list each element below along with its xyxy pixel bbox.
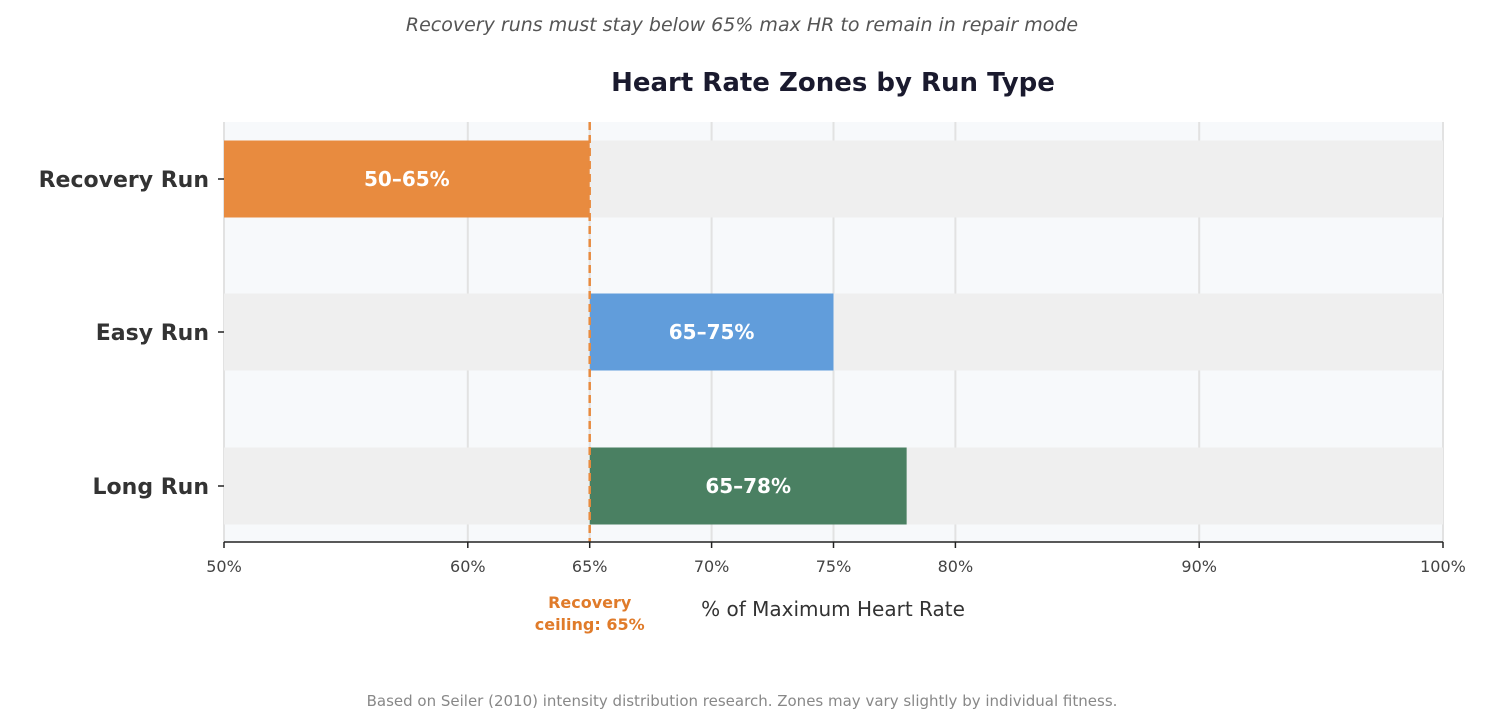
x-axis-label: % of Maximum Heart Rate [701,597,965,621]
footnote: Based on Seiler (2010) intensity distrib… [367,692,1118,710]
x-tick-label: 60% [450,557,486,576]
x-tick-label: 70% [694,557,730,576]
bar-value-label: 50–65% [364,167,450,191]
bars: 50–65% 65–75% 65–78% [224,140,907,525]
x-axis: 50% 60% 65% 70% 75% 80% 90% 100% [206,541,1466,576]
x-tick-label: 80% [938,557,974,576]
x-tick-label: 90% [1181,557,1217,576]
bar [224,140,590,218]
category-label: Recovery Run [39,168,209,193]
category-label: Long Run [93,475,209,500]
y-axis: Recovery Run Easy Run Long Run [39,168,224,500]
chart-subtitle: Recovery runs must stay below 65% max HR… [406,14,1078,36]
bar [589,293,834,371]
bar-value-label: 65–75% [669,320,755,344]
x-tick-label: 100% [1420,557,1466,576]
x-tick-label: 75% [816,557,852,576]
x-tick-label: 65% [572,557,608,576]
category-label: Easy Run [96,321,209,346]
chart-title: Heart Rate Zones by Run Type [611,68,1055,98]
bar-value-label: 65–78% [705,474,791,498]
reference-label-line-1: Recovery [548,593,632,612]
x-tick-label: 50% [206,557,242,576]
reference-label-line-2: ceiling: 65% [535,615,645,634]
bar [589,447,907,525]
